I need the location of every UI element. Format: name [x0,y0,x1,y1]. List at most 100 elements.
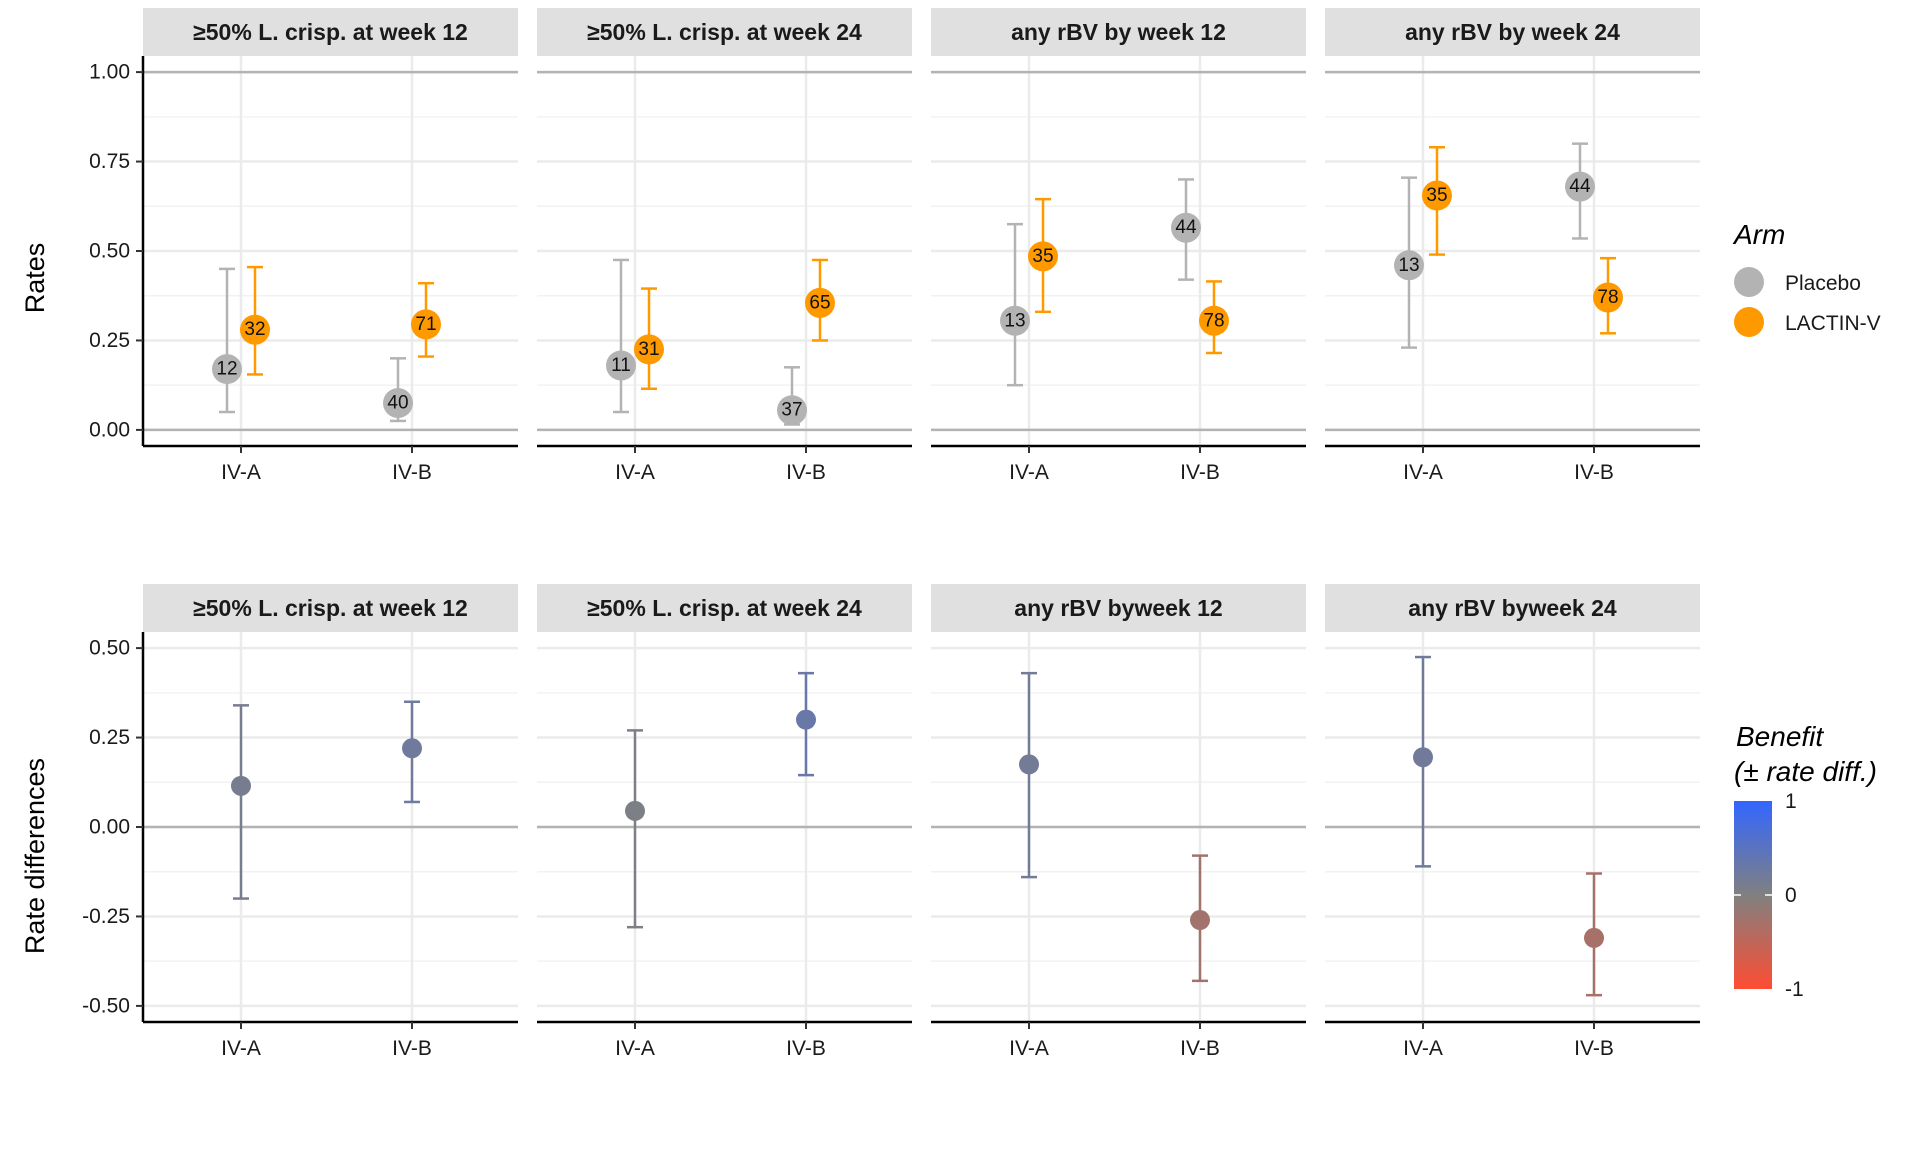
point-label: 65 [809,292,830,313]
bottom-panel-3: any rBV byweek 12 IV-A IV-B [931,584,1306,1060]
diff-point [1584,927,1604,948]
plot-area: IV-A IV-B 13 44 35 78 [1325,56,1700,484]
top-panel-4: any rBV by week 24 IV-A IV-B 13 44 35 78 [1325,8,1700,484]
top-panel-3: any rBV by week 12 IV-A IV-B 13 44 35 78 [931,8,1306,484]
diff-point [1413,747,1433,768]
point-label: 35 [1426,185,1447,206]
plot-area: IV-A IV-B -0.50 -0.25 0.00 0.25 0.50 [82,632,518,1060]
x-tick-label: IV-B [1574,461,1614,484]
y-tick-label: 0.25 [89,726,130,749]
bottom-panel-4: any rBV byweek 24 IV-A IV-B [1325,584,1700,1060]
point-label: 71 [415,314,436,335]
x-tick-label: IV-A [1403,461,1443,484]
point-lactin [805,287,835,318]
strip-background [537,8,912,56]
bottom-row: ≥50% L. crisp. at week 12 IV-A IV-B -0.50 -… [82,584,1700,1060]
y-tick-label: 0.75 [89,150,130,173]
point-placebo [212,354,242,385]
point-lactin [634,334,664,365]
y-tick-label: 0.00 [89,418,130,441]
arm-legend: Arm Placebo LACTIN-V [1732,219,1881,337]
point-label: 44 [1175,217,1197,238]
x-tick-label: IV-B [786,461,826,484]
x-tick-label: IV-B [392,1037,432,1060]
point-label: 13 [1004,310,1025,331]
strip-background [143,8,518,56]
legend-title-benefit-line2: (± rate diff.) [1734,756,1877,787]
point-label: 37 [781,400,802,421]
top-panel-2: ≥50% L. crisp. at week 24 IV-A IV-B 11 37 31… [537,8,912,484]
x-tick-label: IV-B [1180,1037,1220,1060]
point-lactin [1199,305,1229,336]
x-tick-label: IV-B [392,461,432,484]
point-lactin [411,309,441,340]
bottom-panel-1: ≥50% L. crisp. at week 12 IV-A IV-B -0.50 -… [82,584,518,1060]
strip-title: any rBV by week 24 [1405,19,1620,45]
diff-point [625,800,645,821]
strip-title: ≥50% L. crisp. at week 12 [193,595,468,621]
diff-point [1190,910,1210,931]
strip-background [1325,584,1700,632]
point-label: 44 [1569,176,1591,197]
point-placebo [383,388,413,419]
y-tick-label: 0.00 [89,816,130,839]
point-label: 40 [387,393,408,414]
x-tick-label: IV-A [221,461,261,484]
x-tick-label: IV-A [1009,461,1049,484]
strip-title: any rBV byweek 12 [1014,595,1222,621]
plot-area: IV-A IV-B [931,632,1306,1060]
plot-area: IV-A IV-B [537,632,912,1060]
diff-point [402,738,422,759]
y-tick-label: -0.25 [82,905,130,928]
point-label: 12 [216,359,237,380]
point-lactin [1422,180,1452,211]
x-tick-label: IV-B [1180,461,1220,484]
x-tick-label: IV-A [221,1037,261,1060]
top-y-axis-title: Rates [20,243,50,314]
plot-area: IV-A IV-B [1325,632,1700,1060]
point-label: 13 [1398,255,1419,276]
y-tick-label: 1.00 [89,61,130,84]
x-tick-label: IV-B [786,1037,826,1060]
diff-point [231,775,251,796]
strip-background [143,584,518,632]
point-label: 78 [1203,310,1224,331]
point-placebo [1000,305,1030,336]
point-label: 78 [1597,287,1618,308]
x-tick-label: IV-A [615,461,655,484]
x-tick-label: IV-A [1403,1037,1443,1060]
point-label: 35 [1032,246,1053,267]
strip-title: ≥50% L. crisp. at week 24 [587,595,862,621]
point-placebo [777,395,807,426]
strip-background [931,584,1306,632]
strip-title: ≥50% L. crisp. at week 24 [587,19,862,45]
point-placebo [606,350,636,381]
benefit-label-mid: 0 [1785,884,1797,907]
y-tick-label: 0.50 [89,240,130,263]
point-lactin [1028,241,1058,272]
strip-title: ≥50% L. crisp. at week 12 [193,19,468,45]
benefit-label-high: 1 [1785,790,1797,813]
y-tick-label: 0.50 [89,637,130,660]
plot-area: IV-A IV-B 13 44 35 78 [931,56,1306,484]
plot-area: IV-A IV-B 0.00 0.25 0.50 0.75 1.00 12 40 32 71 [89,56,518,484]
strip-title: any rBV byweek 24 [1408,595,1617,621]
plot-area: IV-A IV-B 11 37 31 65 [537,56,912,484]
point-label: 31 [638,339,659,360]
legend-key-placebo [1734,267,1764,297]
x-tick-label: IV-A [1009,1037,1049,1060]
point-label: 11 [611,355,631,376]
bottom-y-axis-title: Rate differences [20,758,50,954]
point-placebo [1171,212,1201,243]
x-tick-label: IV-A [615,1037,655,1060]
point-placebo [1565,171,1595,202]
benefit-legend: Benefit (± rate diff.) 1 0 -1 [1734,721,1877,1001]
y-tick-label: -0.50 [82,994,130,1017]
strip-background [537,584,912,632]
strip-background [1325,8,1700,56]
point-label: 32 [244,319,265,340]
legend-key-lactin [1734,307,1764,337]
bottom-panel-2: ≥50% L. crisp. at week 24 IV-A IV-B [537,584,912,1060]
point-lactin [1593,282,1623,313]
